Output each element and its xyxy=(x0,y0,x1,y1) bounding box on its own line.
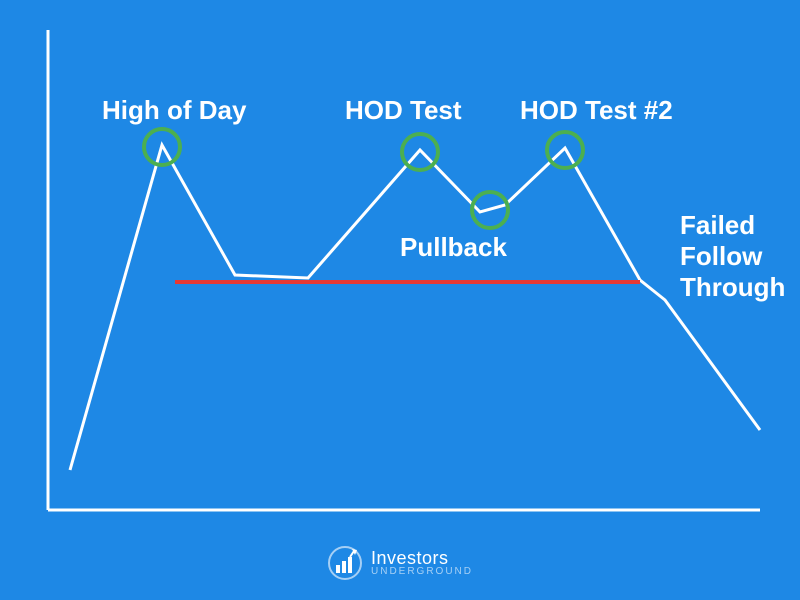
label-failed-follow-through: FailedFollowThrough xyxy=(680,210,785,304)
logo-text: Investors UNDERGROUND xyxy=(371,549,473,577)
logo-icon xyxy=(327,545,363,581)
label-pullback: Pullback xyxy=(400,232,507,263)
price-line xyxy=(70,145,760,470)
logo-top-text: Investors xyxy=(371,549,473,567)
logo-bottom-text: UNDERGROUND xyxy=(371,567,473,577)
label-hod-test-2: HOD Test #2 xyxy=(520,95,673,126)
label-high-of-day: High of Day xyxy=(102,95,246,126)
label-hod-test: HOD Test xyxy=(345,95,462,126)
logo: Investors UNDERGROUND xyxy=(327,545,473,581)
